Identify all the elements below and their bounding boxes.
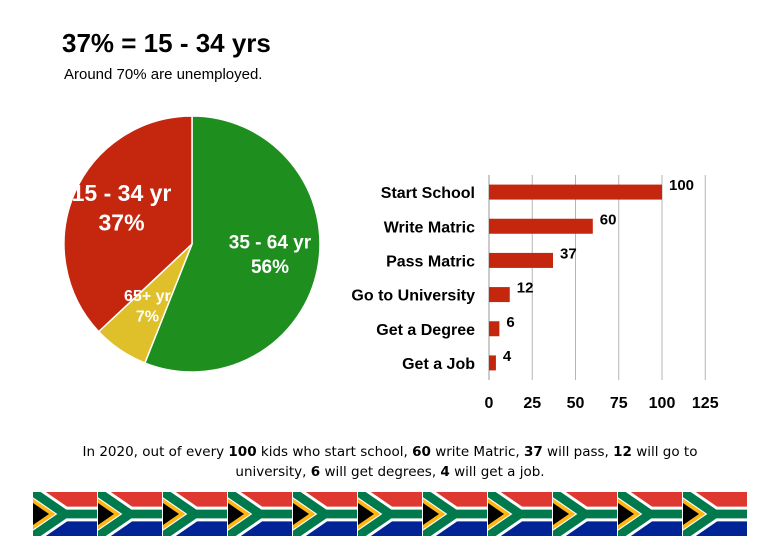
category-label: Get a Job xyxy=(402,356,475,373)
south-africa-flag-icon xyxy=(683,492,747,536)
category-label: Pass Matric xyxy=(386,253,475,270)
data-label: 12 xyxy=(517,280,534,297)
south-africa-flag-icon xyxy=(293,492,357,536)
caption: In 2020, out of every 100 kids who start… xyxy=(82,444,698,480)
south-africa-flag-icon xyxy=(358,492,422,536)
flag-strip xyxy=(33,492,747,536)
south-africa-flag-icon xyxy=(423,492,487,536)
bar-4 xyxy=(489,321,500,337)
pie-slice-2 xyxy=(63,115,193,333)
x-tick-label: 0 xyxy=(485,395,494,412)
data-label: 4 xyxy=(503,348,512,365)
category-label: Get a Degree xyxy=(376,322,475,339)
pie-label-2: 15 - 34 yr 37% xyxy=(72,180,172,236)
south-africa-flag-icon xyxy=(618,492,682,536)
data-label: 60 xyxy=(600,211,617,228)
south-africa-flag-icon xyxy=(33,492,97,536)
page-subtitle: Around 70% are unemployed. xyxy=(64,66,263,83)
south-africa-flag-icon xyxy=(163,492,227,536)
data-label: 100 xyxy=(669,177,694,194)
bar-1 xyxy=(489,218,593,234)
bar-2 xyxy=(489,252,554,268)
south-africa-flag-icon xyxy=(98,492,162,536)
page-title: 37% = 15 - 34 yrs xyxy=(62,28,271,58)
x-tick-label: 25 xyxy=(523,395,541,412)
pie-slice-0 xyxy=(143,115,321,373)
bar-3 xyxy=(489,287,510,303)
x-tick-label: 125 xyxy=(692,395,719,412)
x-tick-label: 100 xyxy=(649,395,676,412)
x-tick-label: 50 xyxy=(567,395,585,412)
data-label: 6 xyxy=(506,314,514,331)
category-label: Go to University xyxy=(351,288,475,305)
south-africa-flag-icon xyxy=(488,492,552,536)
data-label: 37 xyxy=(560,245,577,262)
pie-label-0: 35 - 64 yr 56% xyxy=(229,232,312,278)
category-label: Write Matric xyxy=(384,219,475,236)
pie-label-1: 65+ yr 7% xyxy=(124,288,171,326)
south-africa-flag-icon xyxy=(553,492,617,536)
bar-0 xyxy=(489,184,662,200)
x-tick-label: 75 xyxy=(610,395,628,412)
bar-5 xyxy=(489,355,496,371)
south-africa-flag-icon xyxy=(228,492,292,536)
category-label: Start School xyxy=(381,185,475,202)
